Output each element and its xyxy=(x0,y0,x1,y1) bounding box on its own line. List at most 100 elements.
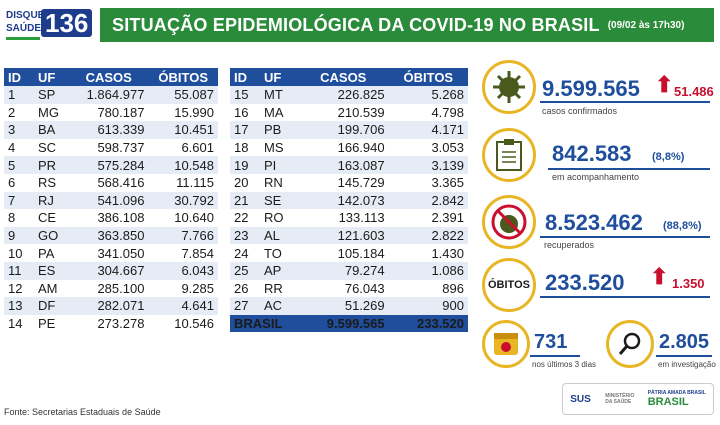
ministry-logo: MINISTÉRIO DA SAÚDE xyxy=(605,393,635,405)
table-cell: 121.603 xyxy=(297,226,389,245)
table-cell: AL xyxy=(260,226,298,245)
deaths-badge: ÓBITOS xyxy=(482,258,536,312)
table-row: 8 CE 386.108 10.640 xyxy=(4,209,218,227)
table-cell: 900 xyxy=(388,297,468,315)
table-cell: 21 xyxy=(230,191,260,210)
table-cell: 3.139 xyxy=(388,156,468,174)
table-cell: 10.451 xyxy=(148,121,218,139)
table-cell: MG xyxy=(34,103,69,122)
table-cell: 386.108 xyxy=(68,209,149,227)
gov-brasil: BRASIL xyxy=(647,396,689,408)
table-cell: 8 xyxy=(4,209,34,227)
table-row: 6 RS 568.416 11.115 xyxy=(4,173,218,192)
table-row: 19 PI 163.087 3.139 xyxy=(230,156,468,174)
page-header: SITUAÇÃO EPIDEMIOLÓGICA DA COVID-19 NO B… xyxy=(100,8,714,42)
clipboard-icon xyxy=(482,128,536,182)
monitoring-value: 842.583 xyxy=(552,141,632,166)
table-cell: 10.546 xyxy=(148,314,218,333)
logo-line1: DISQUE xyxy=(6,10,45,21)
table-cell: PI xyxy=(260,156,298,174)
table-cell: RS xyxy=(34,173,69,192)
table-row: 7 RJ 541.096 30.792 xyxy=(4,191,218,210)
table-row: 15 MT 226.825 5.268 xyxy=(230,86,468,104)
table-cell: 22 xyxy=(230,209,260,227)
table-cell: 598.737 xyxy=(68,138,149,157)
table-cell: 13 xyxy=(4,297,34,315)
table-cell: 30.792 xyxy=(148,191,218,210)
table-cell: 896 xyxy=(388,279,468,298)
table-cell: 6 xyxy=(4,173,34,192)
table-row: 2 MG 780.187 15.990 xyxy=(4,103,218,122)
calendar-icon xyxy=(482,320,530,368)
table-cell: 11.115 xyxy=(148,173,218,192)
table-cell: 2.842 xyxy=(388,191,468,210)
table-cell: 363.850 xyxy=(68,226,149,245)
table-cell: 6.601 xyxy=(148,138,218,157)
table-cell: 10.640 xyxy=(148,209,218,227)
investigation-value: 2.805 xyxy=(659,331,710,353)
monitoring-label: em acompanhamento xyxy=(552,172,640,182)
recovered-label: recuperados xyxy=(544,240,595,250)
column-header: ID xyxy=(230,68,260,86)
table-cell: PR xyxy=(34,156,69,174)
table-cell: 133.113 xyxy=(297,209,389,227)
table-row: 21 SE 142.073 2.842 xyxy=(230,191,468,210)
column-header: ÓBITOS xyxy=(148,68,218,86)
table-cell: 15 xyxy=(230,86,260,104)
recovered-value: 8.523.462 xyxy=(545,210,643,235)
table-cell: 226.825 xyxy=(297,86,389,104)
column-header: UF xyxy=(260,68,298,86)
divider xyxy=(548,168,710,170)
table-cell: 5.268 xyxy=(388,86,468,104)
table-cell: 142.073 xyxy=(297,191,389,210)
confirmed-delta: 51.486 xyxy=(674,84,714,99)
table-cell: 575.284 xyxy=(68,156,149,174)
table-row: 25 AP 79.274 1.086 xyxy=(230,261,468,280)
table-cell: 10.548 xyxy=(148,156,218,174)
table-cell: CE xyxy=(34,209,69,227)
deaths-delta: 1.350 xyxy=(672,276,705,291)
table-cell: 568.416 xyxy=(68,173,149,192)
table-cell: 4.798 xyxy=(388,103,468,122)
table-cell: 285.100 xyxy=(68,279,149,298)
table-cell: 19 xyxy=(230,156,260,174)
table-row: 3 BA 613.339 10.451 xyxy=(4,121,218,139)
sus-logo: SUS xyxy=(570,393,591,405)
table-cell: 11 xyxy=(4,261,34,280)
column-header: CASOS xyxy=(297,68,389,86)
table-row: 1 SP 1.864.977 55.087 xyxy=(4,86,218,104)
divider xyxy=(530,355,580,357)
table-row: 14 PE 273.278 10.546 xyxy=(4,314,218,333)
table-row: 16 MA 210.539 4.798 xyxy=(230,103,468,122)
table-cell: 7 xyxy=(4,191,34,210)
column-header: UF xyxy=(34,68,69,86)
divider xyxy=(656,355,712,357)
table-cell: 79.274 xyxy=(297,261,389,280)
table-cell: 27 xyxy=(230,297,260,315)
table-cell: 613.339 xyxy=(68,121,149,139)
table-cell: RR xyxy=(260,279,298,298)
monitoring-pct: (8,8%) xyxy=(652,151,685,163)
table-row: 20 RN 145.729 3.365 xyxy=(230,173,468,192)
table-cell: ES xyxy=(34,261,69,280)
table-cell: AM xyxy=(34,279,69,298)
table-cell: 15.990 xyxy=(148,103,218,122)
table-cell: 199.706 xyxy=(297,121,389,139)
footer-logos: SUS MINISTÉRIO DA SAÚDE PÁTRIA AMADA BRA… xyxy=(562,383,714,415)
states-table-left: ID UF CASOS ÓBITOS 1 SP 1.864.977 55.087 2 MG 780.… xyxy=(4,68,218,333)
table-row: 9 GO 363.850 7.766 xyxy=(4,226,218,245)
table-header-row: ID UF CASOS ÓBITOS xyxy=(230,68,468,86)
update-date: (09/02 às 17h30) xyxy=(607,19,685,31)
gov-tagline: PÁTRIA AMADA BRASIL xyxy=(647,390,706,396)
table-cell: 9.285 xyxy=(148,279,218,298)
table-cell: 210.539 xyxy=(297,103,389,122)
table-row: 26 RR 76.043 896 xyxy=(230,279,468,298)
confirmed-label: casos confirmados xyxy=(542,106,618,116)
logo-line2: SAÚDE xyxy=(6,23,42,34)
table-cell: SC xyxy=(34,138,69,157)
table-cell: 10 xyxy=(4,244,34,262)
table-cell: AP xyxy=(260,261,298,280)
table-cell: PB xyxy=(260,121,298,139)
table-cell: 12 xyxy=(4,279,34,298)
table-cell: RN xyxy=(260,173,298,192)
